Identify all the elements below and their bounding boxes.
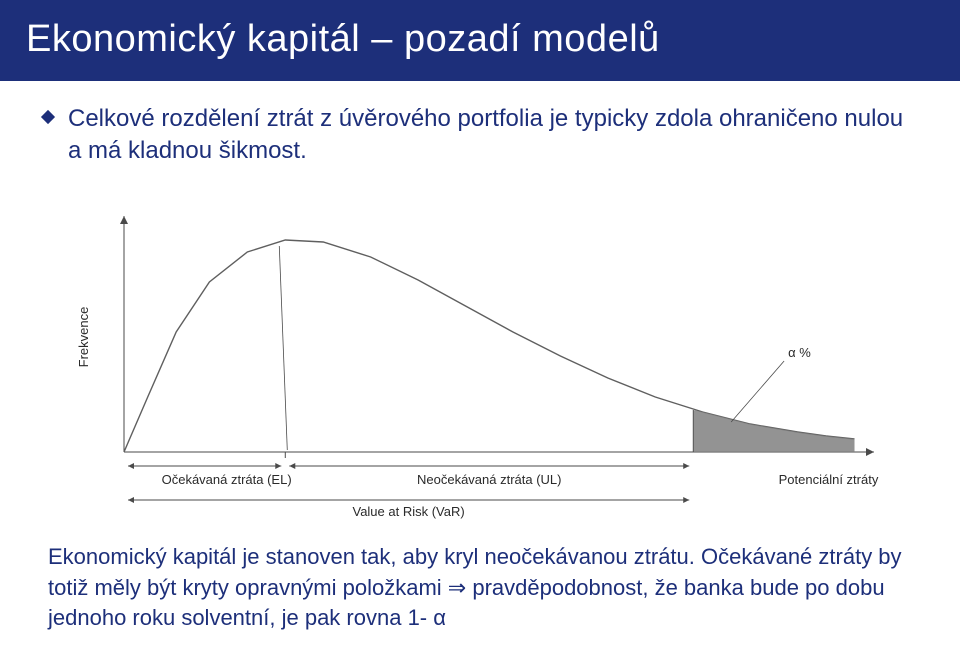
y-axis-label: Frekvence (76, 306, 91, 367)
potential-loss-label: Potenciální ztráty (779, 472, 879, 487)
bullet-item: Celkové rozdělení ztrát z úvěrového port… (40, 103, 920, 168)
implies-icon: ⇒ (448, 575, 466, 600)
slide: Ekonomický kapitál – pozadí modelů Celko… (0, 0, 960, 672)
var-label: Value at Risk (VaR) (352, 504, 464, 519)
distribution-chart: Frekvence α % Očekávaná ztráta (EL) Neočeká… (68, 192, 898, 522)
el-label: Očekávaná ztráta (EL) (162, 472, 292, 487)
bullet-text: Celkové rozdělení ztrát z úvěrového port… (68, 103, 920, 168)
body: Celkové rozdělení ztrát z úvěrového port… (0, 81, 960, 634)
page-title: Ekonomický kapitál – pozadí modelů (26, 18, 934, 61)
diamond-icon (40, 109, 56, 125)
ul-label: Neočekávaná ztráta (UL) (417, 472, 562, 487)
alpha-label: α % (788, 345, 811, 360)
title-bar: Ekonomický kapitál – pozadí modelů (0, 0, 960, 81)
caption: Ekonomický kapitál je stanoven tak, aby … (48, 542, 912, 634)
